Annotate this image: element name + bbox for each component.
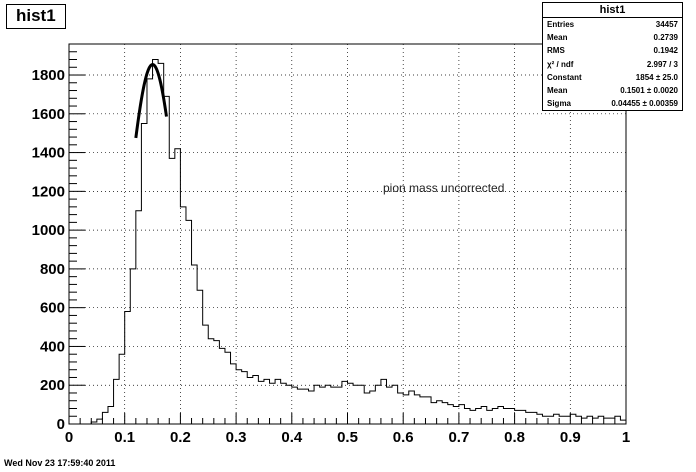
histogram-series xyxy=(69,59,627,425)
x-tick-label: 0.9 xyxy=(560,429,581,446)
y-tick-label: 600 xyxy=(40,300,65,317)
stats-label: Mean xyxy=(547,85,568,95)
stats-row: Constant 1854 ± 25.0 xyxy=(543,71,682,84)
stats-rows: Entries 34457 Mean 0.2739 RMS 0.1942 χ² / ndf 2… xyxy=(543,18,682,110)
y-tick-label: 0 xyxy=(57,416,65,433)
stats-value: 0.2739 xyxy=(653,33,678,43)
x-tick-label: 0.4 xyxy=(281,429,303,446)
stats-row: Sigma 0.04455 ± 0.00359 xyxy=(543,97,682,110)
stats-row: χ² / ndf 2.997 / 3 xyxy=(543,58,682,71)
stats-row: Mean 0.2739 xyxy=(543,31,682,44)
stats-row: Mean 0.1501 ± 0.0020 xyxy=(543,84,682,97)
x-tick-label: 0.2 xyxy=(170,429,191,446)
annotation-text: pion mass uncorrected xyxy=(383,181,505,195)
stats-value: 1854 ± 25.0 xyxy=(635,72,678,82)
y-tick-label: 1400 xyxy=(32,145,65,162)
stats-label: RMS xyxy=(547,46,565,56)
stats-label: χ² / ndf xyxy=(547,59,574,69)
y-tick-label: 1200 xyxy=(32,183,65,200)
x-tick-label: 0.6 xyxy=(393,429,414,446)
gaussian-fit-curve xyxy=(134,63,168,139)
stats-title: hist1 xyxy=(543,3,682,18)
y-tick-label: 1800 xyxy=(32,67,65,84)
stats-value: 0.1501 ± 0.0020 xyxy=(620,85,678,95)
grid-lines xyxy=(69,44,626,424)
x-tick-label: 1 xyxy=(622,429,630,446)
y-tick-label: 200 xyxy=(40,377,65,394)
y-tick-label: 1600 xyxy=(32,106,65,123)
x-tick-label: 0.8 xyxy=(504,429,525,446)
x-tick-label: 0.3 xyxy=(226,429,247,446)
histogram-title: hist1 xyxy=(6,4,66,29)
stats-value: 0.1942 xyxy=(653,46,678,56)
y-tick-label: 800 xyxy=(40,261,65,278)
stats-row: RMS 0.1942 xyxy=(543,44,682,57)
y-tick-label: 1000 xyxy=(32,222,65,239)
stats-label: Mean xyxy=(547,33,568,43)
x-tick-label: 0.5 xyxy=(337,429,358,446)
y-tick-label: 400 xyxy=(40,338,65,355)
stats-row: Entries 34457 xyxy=(543,18,682,31)
axes: 0 0.1 0.2 0.3 0.4 0.5 0.6 0.7 0.8 0.9 1 0 200 400 600 8… xyxy=(32,43,630,446)
stats-value: 34457 xyxy=(655,20,678,29)
timestamp-footer: Wed Nov 23 17:59:40 2011 xyxy=(4,458,116,468)
x-tick-label: 0 xyxy=(65,429,73,446)
stats-label: Constant xyxy=(547,72,582,82)
stats-label: Entries xyxy=(547,20,575,29)
stats-label: Sigma xyxy=(547,99,572,109)
stats-box: hist1 Entries 34457 Mean 0.2739 RMS 0.1942 χ² … xyxy=(542,2,683,112)
stats-value: 2.997 / 3 xyxy=(646,59,678,69)
stats-value: 0.04455 ± 0.00359 xyxy=(611,99,678,109)
x-tick-label: 0.7 xyxy=(448,429,469,446)
x-tick-label: 0.1 xyxy=(114,429,135,446)
